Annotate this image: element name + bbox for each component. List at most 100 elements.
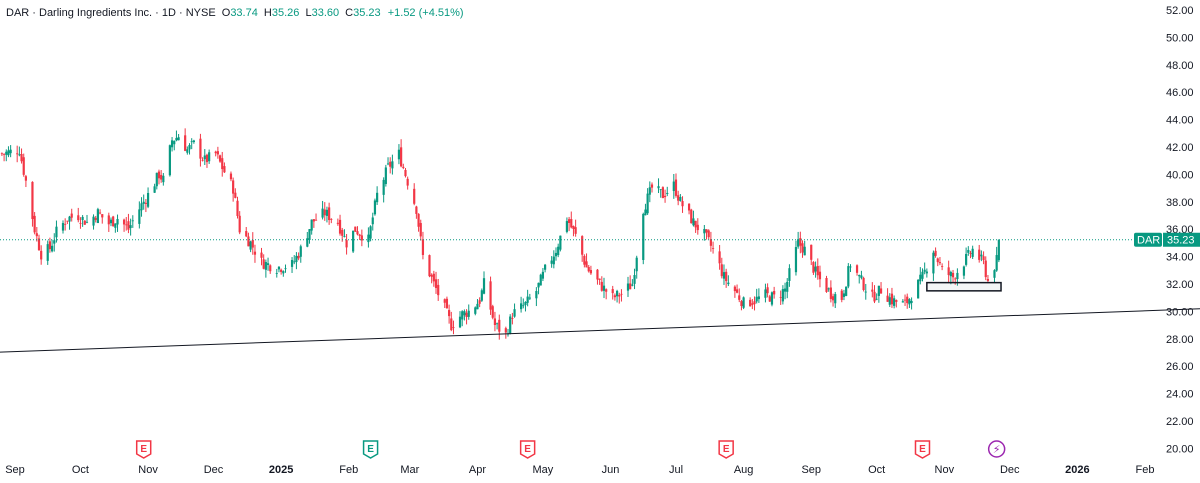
candle [491, 304, 494, 320]
candle [160, 170, 163, 183]
candle-body [543, 264, 547, 270]
candle-body [648, 187, 651, 195]
candle [694, 220, 697, 233]
candle [107, 212, 110, 232]
candle-body [31, 181, 34, 220]
candle [858, 274, 861, 284]
earnings-icon [914, 440, 931, 459]
candle-body [310, 219, 313, 231]
price-tick-label: 46.00 [1166, 87, 1194, 99]
candle-body [2, 153, 6, 155]
candle-body [923, 269, 926, 272]
candle-body [600, 281, 603, 291]
candle-body [474, 307, 477, 314]
candle [40, 245, 43, 265]
candle [574, 219, 577, 237]
candle-body [177, 137, 180, 141]
candle-body [53, 240, 56, 244]
candle-body [5, 151, 8, 155]
candle-body [238, 215, 241, 233]
candle-body [253, 251, 257, 255]
earnings-marker[interactable]: E [914, 440, 931, 459]
candle [98, 209, 102, 215]
candle-body [343, 236, 346, 237]
dividend-marker[interactable]: ⚡ [987, 440, 1006, 458]
earnings-marker[interactable]: E [718, 440, 734, 459]
candle-body [901, 301, 904, 303]
candle [657, 178, 660, 194]
candle-body [903, 299, 907, 301]
candle-body [908, 299, 911, 305]
price-tick-label: 42.00 [1166, 142, 1194, 154]
candle [755, 288, 758, 304]
candle-body [160, 174, 163, 180]
earnings-label: E [919, 444, 926, 455]
candle [635, 255, 638, 279]
candle [764, 283, 767, 303]
price-tick-label: 50.00 [1166, 32, 1194, 44]
candle-body [954, 278, 957, 280]
candle-body [68, 216, 71, 222]
candle-body [467, 310, 470, 317]
candle [984, 256, 987, 281]
candle [849, 264, 852, 273]
candle [146, 187, 150, 209]
candle [2, 153, 6, 162]
candle-body [125, 224, 128, 226]
candle [0, 152, 4, 156]
candle [312, 219, 315, 228]
candle [722, 264, 726, 285]
candle [877, 285, 880, 303]
support-trendline[interactable] [0, 308, 1200, 353]
candle-body [550, 260, 553, 264]
candle-body [840, 290, 843, 300]
candle-body [251, 240, 254, 248]
candle [679, 194, 682, 202]
candle [142, 194, 145, 210]
candle-body [101, 214, 104, 218]
candle-body [631, 284, 634, 286]
candle-body [965, 253, 968, 265]
candle [251, 232, 254, 255]
candle [389, 157, 392, 174]
candle [280, 268, 283, 275]
candle [602, 277, 606, 299]
candle-body [949, 272, 952, 277]
candle-body [0, 153, 4, 155]
candle [275, 268, 278, 278]
range-box[interactable] [926, 281, 1002, 292]
time-axis[interactable]: Sep Oct Nov Dec 2025 Feb Mar Apr May Jun Jul Aug Sep… [5, 464, 1154, 476]
earnings-marker[interactable]: E [135, 440, 152, 459]
candle-body [657, 186, 660, 189]
candle-body [20, 154, 23, 162]
candle-body [674, 179, 678, 196]
candle-body [234, 192, 237, 198]
earnings-marker[interactable]: E [362, 440, 379, 459]
candle [55, 220, 58, 243]
price-axis[interactable]: 52.00 50.00 48.00 46.00 44.00 42.00 40.00 38.00… [1134, 5, 1200, 455]
candle [249, 240, 252, 253]
candle [794, 240, 798, 276]
candle-body [888, 297, 891, 305]
price-tick-label: 30.00 [1166, 306, 1194, 318]
candle-body [107, 215, 110, 225]
candle-body [971, 248, 974, 257]
candle-body [290, 260, 294, 267]
candle-body [376, 192, 379, 203]
candle [554, 247, 558, 261]
candle-body [749, 299, 752, 307]
candle [788, 264, 791, 287]
candle-body [864, 291, 867, 293]
candle [513, 303, 516, 318]
time-tick-label: May [533, 464, 554, 476]
candle [620, 289, 623, 302]
candle-body [188, 145, 191, 150]
candle-body [323, 209, 326, 216]
candle [173, 140, 176, 151]
earnings-marker[interactable]: E [519, 440, 536, 459]
candle-body [812, 262, 815, 273]
candle-body [720, 264, 723, 277]
candle [742, 296, 745, 310]
earnings-icon [519, 440, 536, 459]
